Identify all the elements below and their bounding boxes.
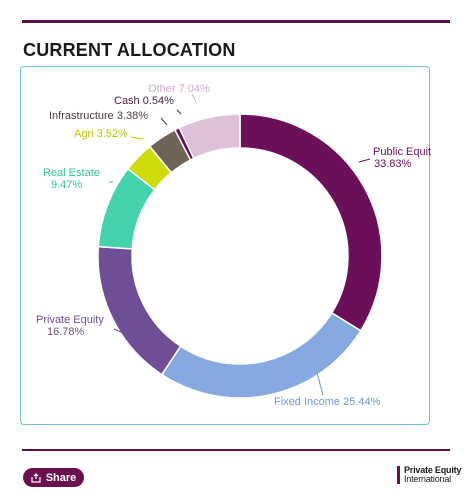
slice-public-equities[interactable] xyxy=(239,113,383,332)
brand-logo: Private Equity International xyxy=(397,466,461,484)
label-infrastructure: Infrastructure 3.38% xyxy=(49,110,148,122)
label-real-estate: Real Estate xyxy=(43,167,100,179)
leader-line-infrastructure xyxy=(160,117,168,126)
donut-chart: Public Equities33.83% Fixed Income 25.44%… xyxy=(36,83,431,408)
slice-fixed-income[interactable] xyxy=(160,311,362,399)
top-divider xyxy=(22,20,450,23)
leader-line-agri xyxy=(130,136,144,140)
value-label-public-equities: 33.83% xyxy=(374,158,412,170)
leader-line-fixed-income xyxy=(316,372,324,396)
label-public-equities: Public Equities xyxy=(373,146,431,158)
label-other: Other 7.04% xyxy=(148,83,210,95)
brand-line-1: Private Equity xyxy=(404,465,462,475)
share-icon xyxy=(31,472,41,483)
leader-line-private-equity xyxy=(113,328,122,333)
page-title: CURRENT ALLOCATION xyxy=(23,40,236,60)
share-label: Share xyxy=(45,471,77,484)
label-agri: Agri 3.52% xyxy=(74,128,128,140)
label-fixed-income: Fixed Income 25.44% xyxy=(274,396,381,408)
share-button[interactable]: Share xyxy=(23,468,84,487)
label-private-equity: Private Equity xyxy=(36,314,104,326)
slice-other[interactable] xyxy=(178,113,241,160)
value-label-real-estate: 9.47% xyxy=(51,179,82,191)
value-label-private-equity: 16.78% xyxy=(47,326,85,338)
brand-line-2: International xyxy=(404,474,451,484)
chart-container: Public Equities33.83% Fixed Income 25.44%… xyxy=(20,66,431,425)
leader-line-cash xyxy=(176,109,182,115)
label-cash: Cash 0.54% xyxy=(114,95,174,107)
bottom-divider xyxy=(22,449,450,451)
slice-private-equity[interactable] xyxy=(97,245,182,376)
leader-line-other xyxy=(191,93,197,103)
leader-line-public-equities xyxy=(358,158,371,163)
